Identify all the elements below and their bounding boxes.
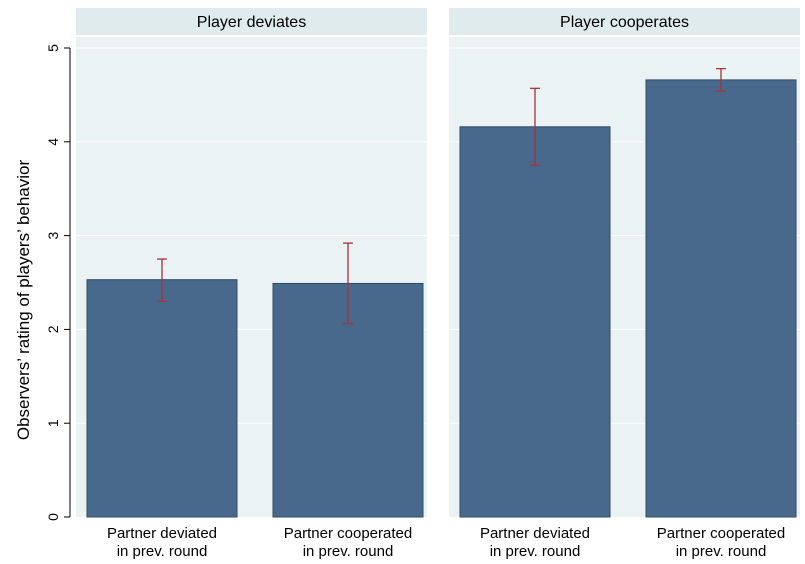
y-tick-label-2: 2 xyxy=(45,325,61,333)
category-label: Partner cooperated xyxy=(284,525,412,542)
category-label: Partner deviated xyxy=(107,525,217,542)
category-label: in prev. round xyxy=(117,543,208,560)
y-tick-label-3: 3 xyxy=(45,231,61,239)
y-axis-title: Observers’ rating of players’ behavior xyxy=(14,160,33,441)
panel-title: Player cooperates xyxy=(560,14,689,31)
panel-title: Player deviates xyxy=(197,14,306,31)
category-label: in prev. round xyxy=(676,543,767,560)
bar xyxy=(459,126,611,518)
panel-title-strip xyxy=(76,8,427,35)
bar xyxy=(86,279,238,518)
category-label: in prev. round xyxy=(303,543,394,560)
category-label: Partner cooperated xyxy=(657,525,785,542)
category-label: Partner deviated xyxy=(480,525,590,542)
category-label: in prev. round xyxy=(490,543,581,560)
panel-title-strip xyxy=(449,8,800,35)
bar xyxy=(272,282,424,518)
y-tick-label-5: 5 xyxy=(45,44,61,52)
y-tick-label-1: 1 xyxy=(45,419,61,427)
bar xyxy=(645,79,797,518)
y-tick-label-0: 0 xyxy=(45,513,61,521)
y-tick-label-4: 4 xyxy=(45,138,61,146)
